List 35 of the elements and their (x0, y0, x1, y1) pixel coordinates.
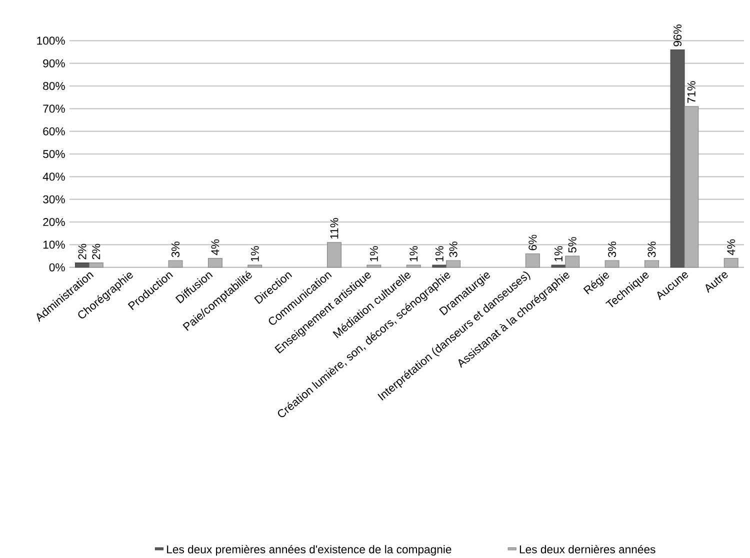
y-tick-label: 100% (37, 36, 65, 45)
data-label: 4% (727, 239, 736, 256)
y-tick-label: 0% (49, 263, 65, 272)
bar (670, 49, 685, 268)
data-label: 3% (449, 242, 458, 258)
y-tick-label: 70% (43, 104, 65, 113)
data-label: 71% (687, 81, 696, 103)
bar (432, 264, 447, 268)
y-tick-label: 10% (43, 240, 65, 249)
y-tick-label: 90% (43, 59, 65, 68)
y-tick-label: 80% (43, 82, 65, 90)
data-label: 96% (674, 24, 682, 46)
data-label: 3% (608, 242, 616, 258)
data-label: 1% (410, 246, 418, 262)
data-label: 1% (554, 246, 562, 262)
data-label: 6% (528, 234, 537, 250)
legend-label: Les deux dernières années (520, 544, 656, 554)
bar (551, 264, 566, 268)
data-label: 1% (435, 246, 444, 262)
data-label: 11% (330, 218, 338, 239)
bar (75, 262, 90, 268)
data-label: 2% (92, 244, 100, 260)
data-label: 3% (171, 242, 180, 258)
data-label: 5% (568, 237, 576, 253)
y-tick-label: 20% (43, 218, 65, 226)
data-label: 1% (250, 246, 259, 262)
legend-label: Les deux premières années d'existence de la compagnie (167, 544, 452, 556)
data-label: 1% (370, 246, 378, 262)
y-tick-label: 40% (42, 172, 65, 181)
y-tick-label: 60% (43, 127, 65, 136)
data-label: 3% (648, 242, 656, 258)
data-label: 4% (211, 239, 220, 256)
y-tick-label: 50% (43, 150, 65, 158)
y-tick-label: 30% (43, 195, 65, 204)
data-label: 2% (78, 244, 86, 260)
